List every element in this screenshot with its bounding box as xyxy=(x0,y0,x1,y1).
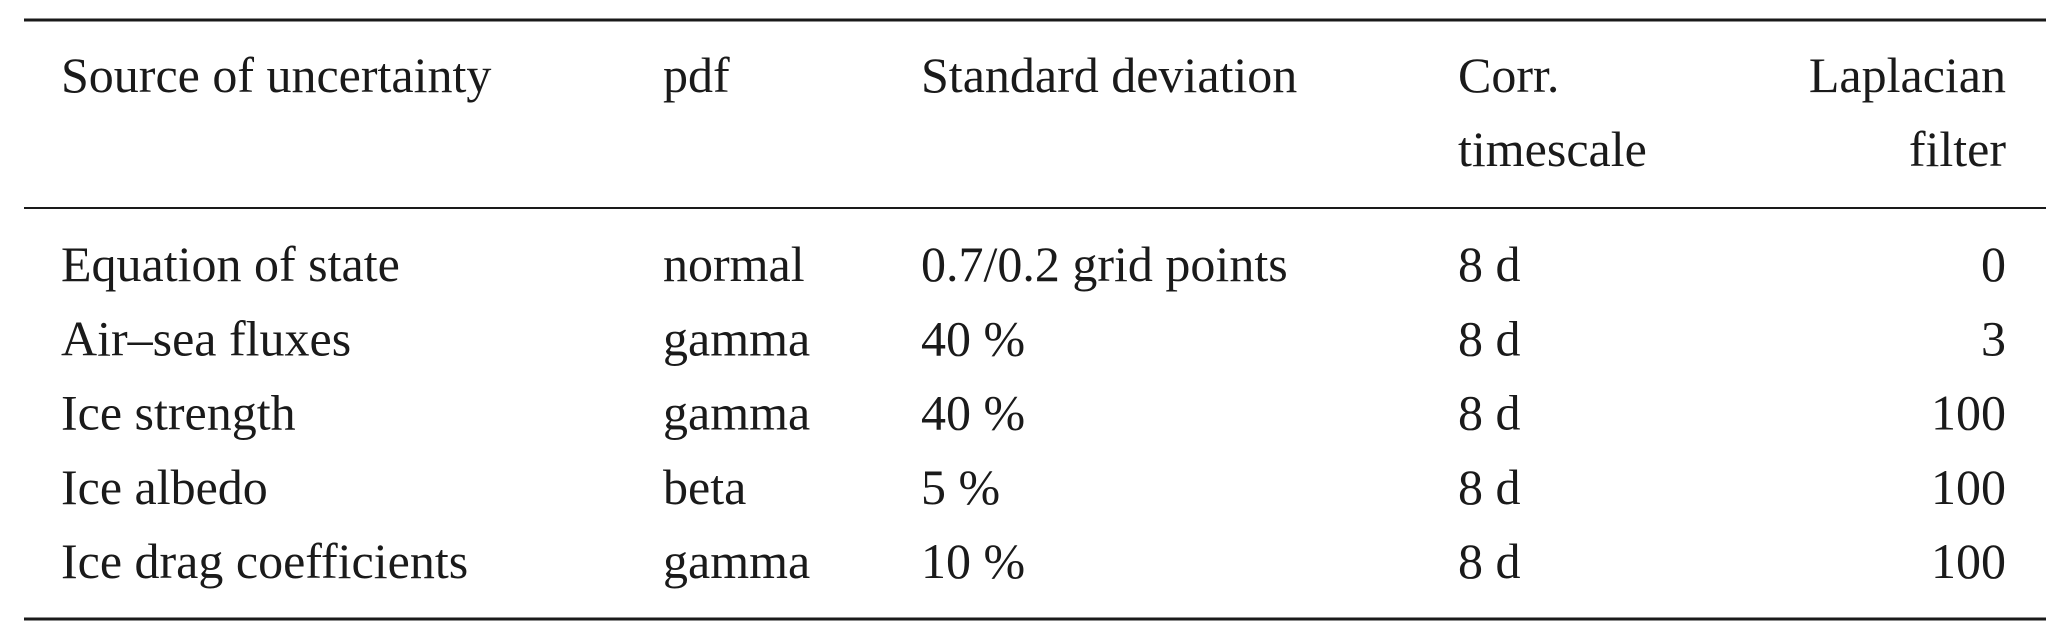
cell: gamma xyxy=(663,533,810,589)
cell: 0 xyxy=(1981,236,2006,292)
cell: normal xyxy=(663,236,805,292)
header-cell: timescale xyxy=(1458,121,1647,177)
cell: 40 % xyxy=(921,385,1025,441)
cell: Ice strength xyxy=(61,385,296,441)
cell: Air–sea fluxes xyxy=(61,310,351,366)
header-cell: Standard deviation xyxy=(921,47,1297,103)
cell: 8 d xyxy=(1458,459,1521,515)
cell: 8 d xyxy=(1458,236,1521,292)
cell: 100 xyxy=(1931,385,2006,441)
cell: 5 % xyxy=(921,459,1000,515)
header-cell: pdf xyxy=(663,47,730,103)
cell: 0.7/0.2 grid points xyxy=(921,236,1288,292)
cell: 8 d xyxy=(1458,385,1521,441)
cell: gamma xyxy=(663,310,810,366)
cell: beta xyxy=(663,459,746,515)
cell: 40 % xyxy=(921,310,1025,366)
cell: 3 xyxy=(1981,310,2006,366)
header-cell: Laplacian xyxy=(1809,47,2006,103)
cell: 8 d xyxy=(1458,533,1521,589)
cell: 100 xyxy=(1931,459,2006,515)
header-cell: Corr. xyxy=(1458,47,1559,103)
cell: 10 % xyxy=(921,533,1025,589)
cell: 8 d xyxy=(1458,310,1521,366)
cell: Equation of state xyxy=(61,236,400,292)
cell: Ice albedo xyxy=(61,459,268,515)
header-cell: filter xyxy=(1909,121,2007,177)
cell: gamma xyxy=(663,385,810,441)
cell: Ice drag coefficients xyxy=(61,533,468,589)
cell: 100 xyxy=(1931,533,2006,589)
header-cell: Source of uncertainty xyxy=(61,47,491,103)
